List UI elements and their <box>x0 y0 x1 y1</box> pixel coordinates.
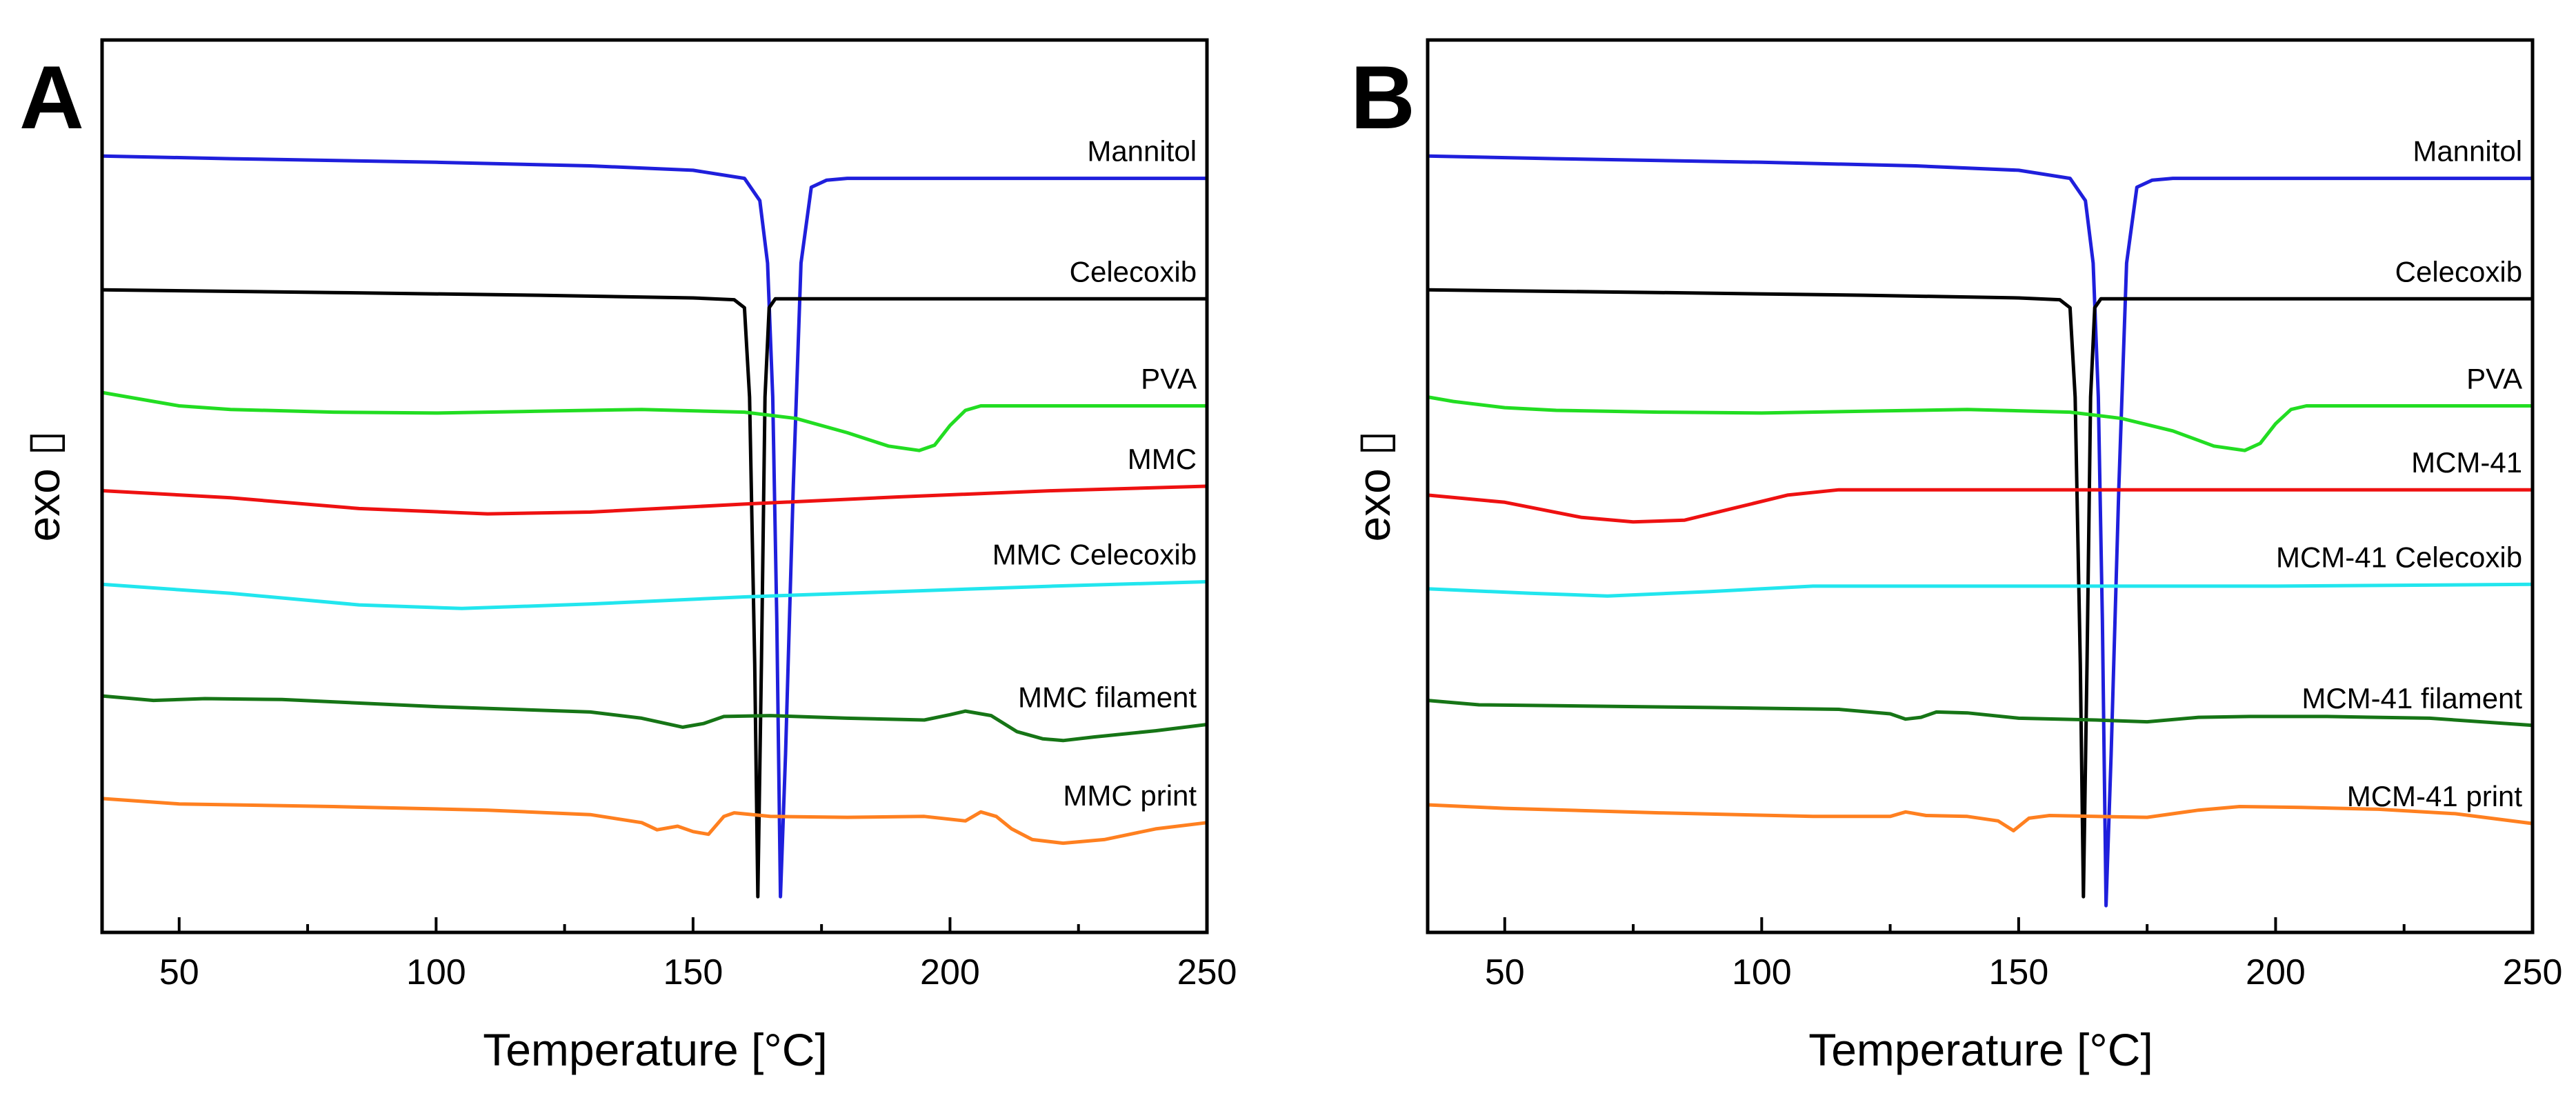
plot-frame-b <box>1426 38 2535 934</box>
series-label-mcm-41-celecoxib-b: MCM-41 Celecoxib <box>2276 541 2522 573</box>
series-label-mcm-41-filament-b: MCM-41 filament <box>2302 682 2522 714</box>
panel-b: B Temperature [°C] exo ▯ Mannitol Celecox… <box>1348 38 2563 1075</box>
series-mcm-41-print-b <box>1426 803 2535 832</box>
panel-a: A Temperature [°C] exo ▯ Mannitol Celecox… <box>18 38 1237 1075</box>
y-axis-title-b: exo ▯ <box>1348 430 1399 541</box>
x-tick-label-100-a: 100 <box>406 952 466 992</box>
series-pva-a <box>100 390 1209 452</box>
series-mmc-celecoxib-a <box>100 580 1209 610</box>
series-label-mcm-41-b: MCM-41 <box>2411 446 2522 479</box>
x-tick-label-150-b: 150 <box>1989 952 2049 992</box>
panel-letter-b: B <box>1350 47 1415 148</box>
series-label-mannitol-b: Mannitol <box>2413 135 2522 168</box>
x-tick-label-50-a: 50 <box>159 952 199 992</box>
series-label-celecoxib-b: Celecoxib <box>2395 255 2522 288</box>
series-label-pva-b: PVA <box>2466 363 2522 395</box>
x-tick-label-200-b: 200 <box>2246 952 2306 992</box>
x-tick-label-100-b: 100 <box>1732 952 1792 992</box>
series-label-pva-a: PVA <box>1141 363 1197 395</box>
x-axis-title-a: Temperature [°C] <box>483 1024 828 1075</box>
series-celecoxib-b <box>1426 288 2535 899</box>
series-mmc-print-a <box>100 797 1209 846</box>
x-tick-label-250-b: 250 <box>2503 952 2563 992</box>
series-celecoxib-a <box>100 288 1209 899</box>
x-tick-label-250-a: 250 <box>1177 952 1237 992</box>
series-label-mannitol-a: Mannitol <box>1087 135 1197 168</box>
series-mmc-a <box>100 484 1209 516</box>
series-mannitol-b <box>1426 154 2535 908</box>
series-label-mmc-a: MMC <box>1128 443 1197 475</box>
series-label-celecoxib-a: Celecoxib <box>1070 255 1197 288</box>
series-mcm-41-b <box>1426 488 2535 524</box>
plot-frame-a <box>100 38 1209 934</box>
panel-letter-a: A <box>19 47 84 148</box>
series-label-mmc-celecoxib-a: MMC Celecoxib <box>992 538 1197 570</box>
series-mmc-filament-a <box>100 694 1209 743</box>
x-axis-title-b: Temperature [°C] <box>1808 1024 2153 1075</box>
series-label-mmc-filament-a: MMC filament <box>1018 681 1197 713</box>
series-pva-b <box>1426 395 2535 452</box>
y-axis-title-a: exo ▯ <box>18 430 69 541</box>
x-tick-label-200-a: 200 <box>920 952 980 992</box>
x-tick-label-150-a: 150 <box>663 952 723 992</box>
series-mcm-41-celecoxib-b <box>1426 582 2535 598</box>
series-mannitol-a <box>100 154 1209 899</box>
series-label-mmc-print-a: MMC print <box>1063 779 1197 812</box>
x-tick-label-50-b: 50 <box>1485 952 1525 992</box>
series-mcm-41-filament-b <box>1426 699 2535 728</box>
series-label-mcm-41-print-b: MCM-41 print <box>2347 780 2523 812</box>
